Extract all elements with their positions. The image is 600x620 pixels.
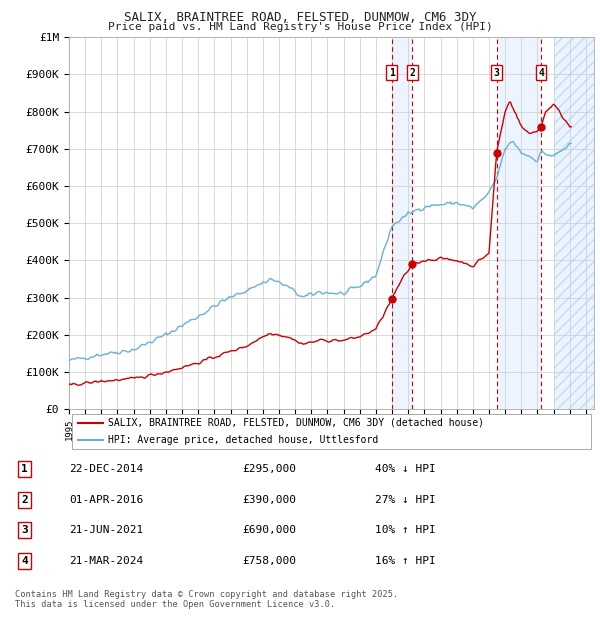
Text: 3: 3 — [494, 68, 500, 78]
Text: 4: 4 — [538, 68, 544, 78]
Text: 2: 2 — [21, 495, 28, 505]
Text: £295,000: £295,000 — [242, 464, 296, 474]
Text: 21-MAR-2024: 21-MAR-2024 — [70, 556, 144, 566]
Text: 10% ↑ HPI: 10% ↑ HPI — [375, 525, 436, 535]
Text: 1: 1 — [389, 68, 395, 78]
Text: 27% ↓ HPI: 27% ↓ HPI — [375, 495, 436, 505]
Text: 01-APR-2016: 01-APR-2016 — [70, 495, 144, 505]
Text: 21-JUN-2021: 21-JUN-2021 — [70, 525, 144, 535]
Text: £690,000: £690,000 — [242, 525, 296, 535]
Bar — [392, 37, 412, 409]
Bar — [497, 37, 541, 409]
Bar — [554, 37, 594, 409]
Text: Price paid vs. HM Land Registry's House Price Index (HPI): Price paid vs. HM Land Registry's House … — [107, 22, 493, 32]
Text: 22-DEC-2014: 22-DEC-2014 — [70, 464, 144, 474]
Text: Contains HM Land Registry data © Crown copyright and database right 2025.: Contains HM Land Registry data © Crown c… — [15, 590, 398, 599]
Text: 1: 1 — [21, 464, 28, 474]
Text: SALIX, BRAINTREE ROAD, FELSTED, DUNMOW, CM6 3DY: SALIX, BRAINTREE ROAD, FELSTED, DUNMOW, … — [124, 11, 476, 24]
Text: 2: 2 — [409, 68, 415, 78]
FancyBboxPatch shape — [71, 414, 592, 450]
Text: 4: 4 — [21, 556, 28, 566]
Text: SALIX, BRAINTREE ROAD, FELSTED, DUNMOW, CM6 3DY (detached house): SALIX, BRAINTREE ROAD, FELSTED, DUNMOW, … — [109, 418, 484, 428]
Text: 40% ↓ HPI: 40% ↓ HPI — [375, 464, 436, 474]
Text: £758,000: £758,000 — [242, 556, 296, 566]
Text: This data is licensed under the Open Government Licence v3.0.: This data is licensed under the Open Gov… — [15, 600, 335, 609]
Text: 16% ↑ HPI: 16% ↑ HPI — [375, 556, 436, 566]
Text: HPI: Average price, detached house, Uttlesford: HPI: Average price, detached house, Uttl… — [109, 435, 379, 445]
Text: 3: 3 — [21, 525, 28, 535]
Text: £390,000: £390,000 — [242, 495, 296, 505]
